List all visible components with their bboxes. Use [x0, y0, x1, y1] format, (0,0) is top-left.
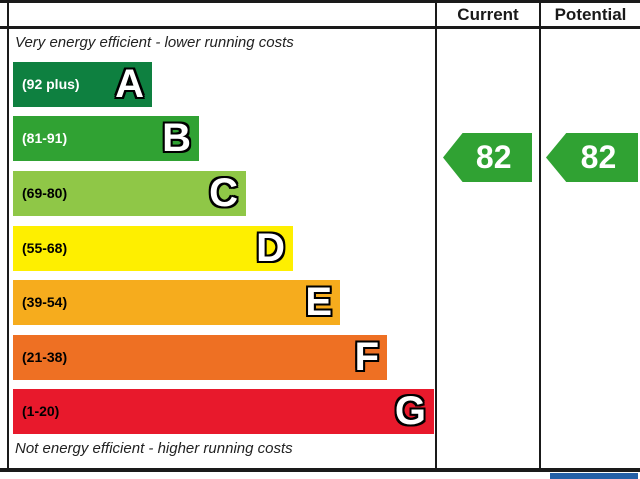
current-rating-value: 82 [475, 139, 512, 175]
potential-column-divider [539, 0, 541, 472]
top-border [0, 0, 640, 3]
band-c-range-label: (69-80) [22, 185, 68, 201]
potential-column-header: Potential [554, 5, 627, 24]
caption-not-efficient: Not energy efficient - higher running co… [15, 440, 293, 457]
band-a-letter: A [115, 62, 144, 106]
band-d: (55-68) D [13, 226, 293, 271]
potential-rating-arrow: 82 [546, 133, 638, 182]
band-e-range-label: (39-54) [22, 294, 68, 310]
band-c-letter: C [209, 171, 238, 215]
band-a-range-label: (92 plus) [22, 76, 80, 92]
band-e: (39-54) E [13, 280, 340, 325]
band-d-range-label: (55-68) [22, 240, 68, 256]
band-f-letter: F [354, 335, 379, 379]
band-g-range-label: (1-20) [22, 403, 60, 419]
band-g: (1-20) G [13, 389, 434, 434]
current-column-header: Current [457, 5, 519, 24]
band-a: (92 plus) A [13, 62, 152, 107]
bottom-border [0, 468, 640, 472]
current-rating-arrow: 82 [443, 133, 532, 182]
band-f-range-label: (21-38) [22, 349, 68, 365]
next-section-top-edge [550, 473, 638, 479]
band-b-range-label: (81-91) [22, 130, 68, 146]
band-e-letter: E [305, 280, 332, 324]
header-separator [0, 26, 640, 29]
band-b: (81-91) B [13, 116, 199, 161]
band-d-letter: D [256, 226, 285, 270]
left-border [7, 0, 9, 472]
potential-rating-value: 82 [580, 139, 617, 175]
current-column-divider [435, 0, 437, 472]
band-b-letter: B [162, 116, 191, 160]
band-g-letter: G [394, 389, 426, 433]
caption-very-efficient: Very energy efficient - lower running co… [15, 34, 294, 51]
band-f: (21-38) F [13, 335, 387, 380]
band-c: (69-80) C [13, 171, 246, 216]
